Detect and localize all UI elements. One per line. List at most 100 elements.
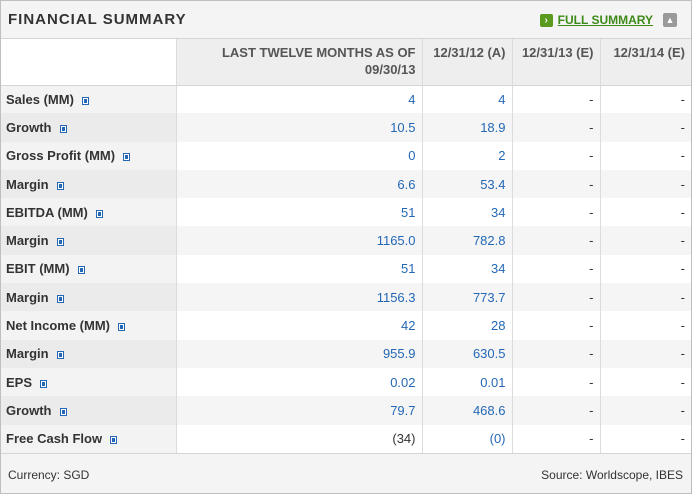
table-cell[interactable]: 79.7: [176, 396, 423, 425]
row-label-cell: EBIT (MM): [1, 254, 177, 284]
table-cell: -: [680, 261, 685, 277]
table-cell: -: [680, 204, 685, 220]
info-icon[interactable]: [59, 124, 67, 133]
collapse-icon[interactable]: ▲: [663, 13, 677, 27]
table-cell[interactable]: 51: [176, 254, 423, 284]
row-label-cell: Growth: [1, 113, 177, 142]
table-cell[interactable]: 34: [422, 198, 513, 227]
row-label: Margin: [6, 346, 49, 362]
table-cell: -: [600, 226, 691, 255]
table-cell: -: [512, 198, 601, 227]
table-cell: -: [680, 374, 685, 390]
table-cell: -: [512, 254, 601, 284]
column-header-corner: [1, 39, 177, 86]
table-row: Margin 1156.3 773.7- -: [1, 283, 691, 312]
table-cell[interactable]: 0.01: [422, 367, 513, 397]
row-label: Sales (MM): [6, 91, 74, 107]
table-cell: -: [600, 339, 691, 368]
table-cell[interactable]: 1165.0: [176, 226, 423, 255]
table-cell: -: [600, 169, 691, 199]
row-label-cell: Margin: [1, 169, 177, 199]
table-cell: -: [512, 113, 601, 142]
info-icon[interactable]: [56, 238, 64, 247]
row-label-cell: Margin: [1, 339, 177, 368]
row-label: EBIT (MM): [6, 261, 70, 277]
source-note: Source: Worldscope, IBES: [541, 468, 683, 482]
row-label-cell: EPS: [1, 367, 177, 397]
table-cell[interactable]: 53.4: [422, 169, 513, 199]
info-icon[interactable]: [40, 379, 48, 388]
full-summary-link[interactable]: › FULL SUMMARY: [539, 13, 653, 27]
panel-header: FINANCIAL SUMMARY › FULL SUMMARY ▲: [1, 1, 691, 39]
row-label-cell: Net Income (MM): [1, 311, 177, 340]
info-icon[interactable]: [77, 266, 85, 275]
row-label: Growth: [6, 119, 52, 135]
table-row: Growth 10.5 18.9- -: [1, 113, 691, 142]
table-row: EBITDA (MM) 51 34- -: [1, 198, 691, 227]
table-row: Margin 1165.0 782.8- -: [1, 226, 691, 255]
table-cell: -: [512, 283, 601, 312]
info-icon[interactable]: [81, 96, 89, 105]
row-label: Margin: [6, 233, 49, 249]
table-cell[interactable]: 4: [422, 85, 513, 114]
panel-footer: Currency: SGD Source: Worldscope, IBES: [1, 453, 691, 493]
panel-title: FINANCIAL SUMMARY: [8, 11, 187, 28]
table-cell[interactable]: 4: [176, 85, 423, 114]
table-header-row: LAST TWELVE MONTHS AS OF 09/30/13 12/31/…: [1, 39, 691, 86]
table-row: Margin 6.6 53.4- -: [1, 169, 691, 199]
table-cell[interactable]: 773.7: [422, 283, 513, 312]
table-cell: -: [680, 148, 685, 164]
info-icon[interactable]: [118, 323, 125, 332]
full-summary-label[interactable]: FULL SUMMARY: [557, 13, 653, 27]
table-cell[interactable]: 468.6: [422, 396, 513, 425]
table-cell[interactable]: 0: [176, 141, 423, 170]
table-cell[interactable]: 0.02: [176, 367, 423, 397]
table-cell: -: [512, 85, 601, 114]
table-row: Gross Profit (MM) 0 2- -: [1, 141, 691, 170]
info-icon[interactable]: [56, 351, 64, 360]
table-cell[interactable]: 10.5: [176, 113, 423, 142]
table-cell[interactable]: 2: [422, 141, 513, 170]
column-header-2013e: 12/31/13 (E): [512, 39, 601, 86]
info-icon[interactable]: [59, 407, 67, 416]
table-cell[interactable]: 6.6: [176, 169, 423, 199]
row-label-cell: EBITDA (MM): [1, 198, 177, 227]
table-cell[interactable]: (0): [422, 424, 513, 453]
table-row: Margin 955.9 630.5- -: [1, 339, 691, 368]
currency-note: Currency: SGD: [8, 468, 90, 482]
info-icon[interactable]: [56, 294, 64, 303]
row-label-cell: Margin: [1, 283, 177, 312]
row-label: Margin: [6, 289, 49, 305]
row-label-cell: Gross Profit (MM): [1, 141, 177, 170]
row-label: Gross Profit (MM): [6, 148, 116, 164]
table-cell: -: [680, 431, 685, 447]
row-label: EPS: [6, 374, 33, 390]
table-cell: -: [680, 318, 685, 334]
table-cell[interactable]: 630.5: [422, 339, 513, 368]
table-cell: -: [512, 339, 601, 368]
table-cell[interactable]: 1156.3: [176, 283, 423, 312]
table-cell: (34): [176, 424, 423, 453]
info-icon[interactable]: [110, 436, 118, 445]
table-cell: -: [600, 396, 691, 425]
table-cell[interactable]: 18.9: [422, 113, 513, 142]
table-cell: -: [512, 424, 601, 453]
table-cell: -: [600, 113, 691, 142]
table-cell[interactable]: 955.9: [176, 339, 423, 368]
table-cell[interactable]: 782.8: [422, 226, 513, 255]
row-label-cell: Margin: [1, 226, 177, 255]
row-label: Free Cash Flow: [6, 431, 103, 447]
table-cell: -: [512, 226, 601, 255]
column-header-2014e: 12/31/14 (E): [600, 39, 691, 86]
table-cell[interactable]: 28: [422, 311, 513, 340]
table-cell[interactable]: 34: [422, 254, 513, 284]
info-icon[interactable]: [95, 209, 103, 218]
table-cell[interactable]: 42: [176, 311, 423, 340]
info-icon[interactable]: [56, 181, 64, 190]
table-cell[interactable]: 51: [176, 198, 423, 227]
table-cell: -: [512, 311, 601, 340]
info-icon[interactable]: [123, 153, 131, 162]
arrow-right-icon: ›: [539, 13, 553, 27]
table-cell: -: [512, 141, 601, 170]
row-label: Growth: [6, 402, 52, 418]
